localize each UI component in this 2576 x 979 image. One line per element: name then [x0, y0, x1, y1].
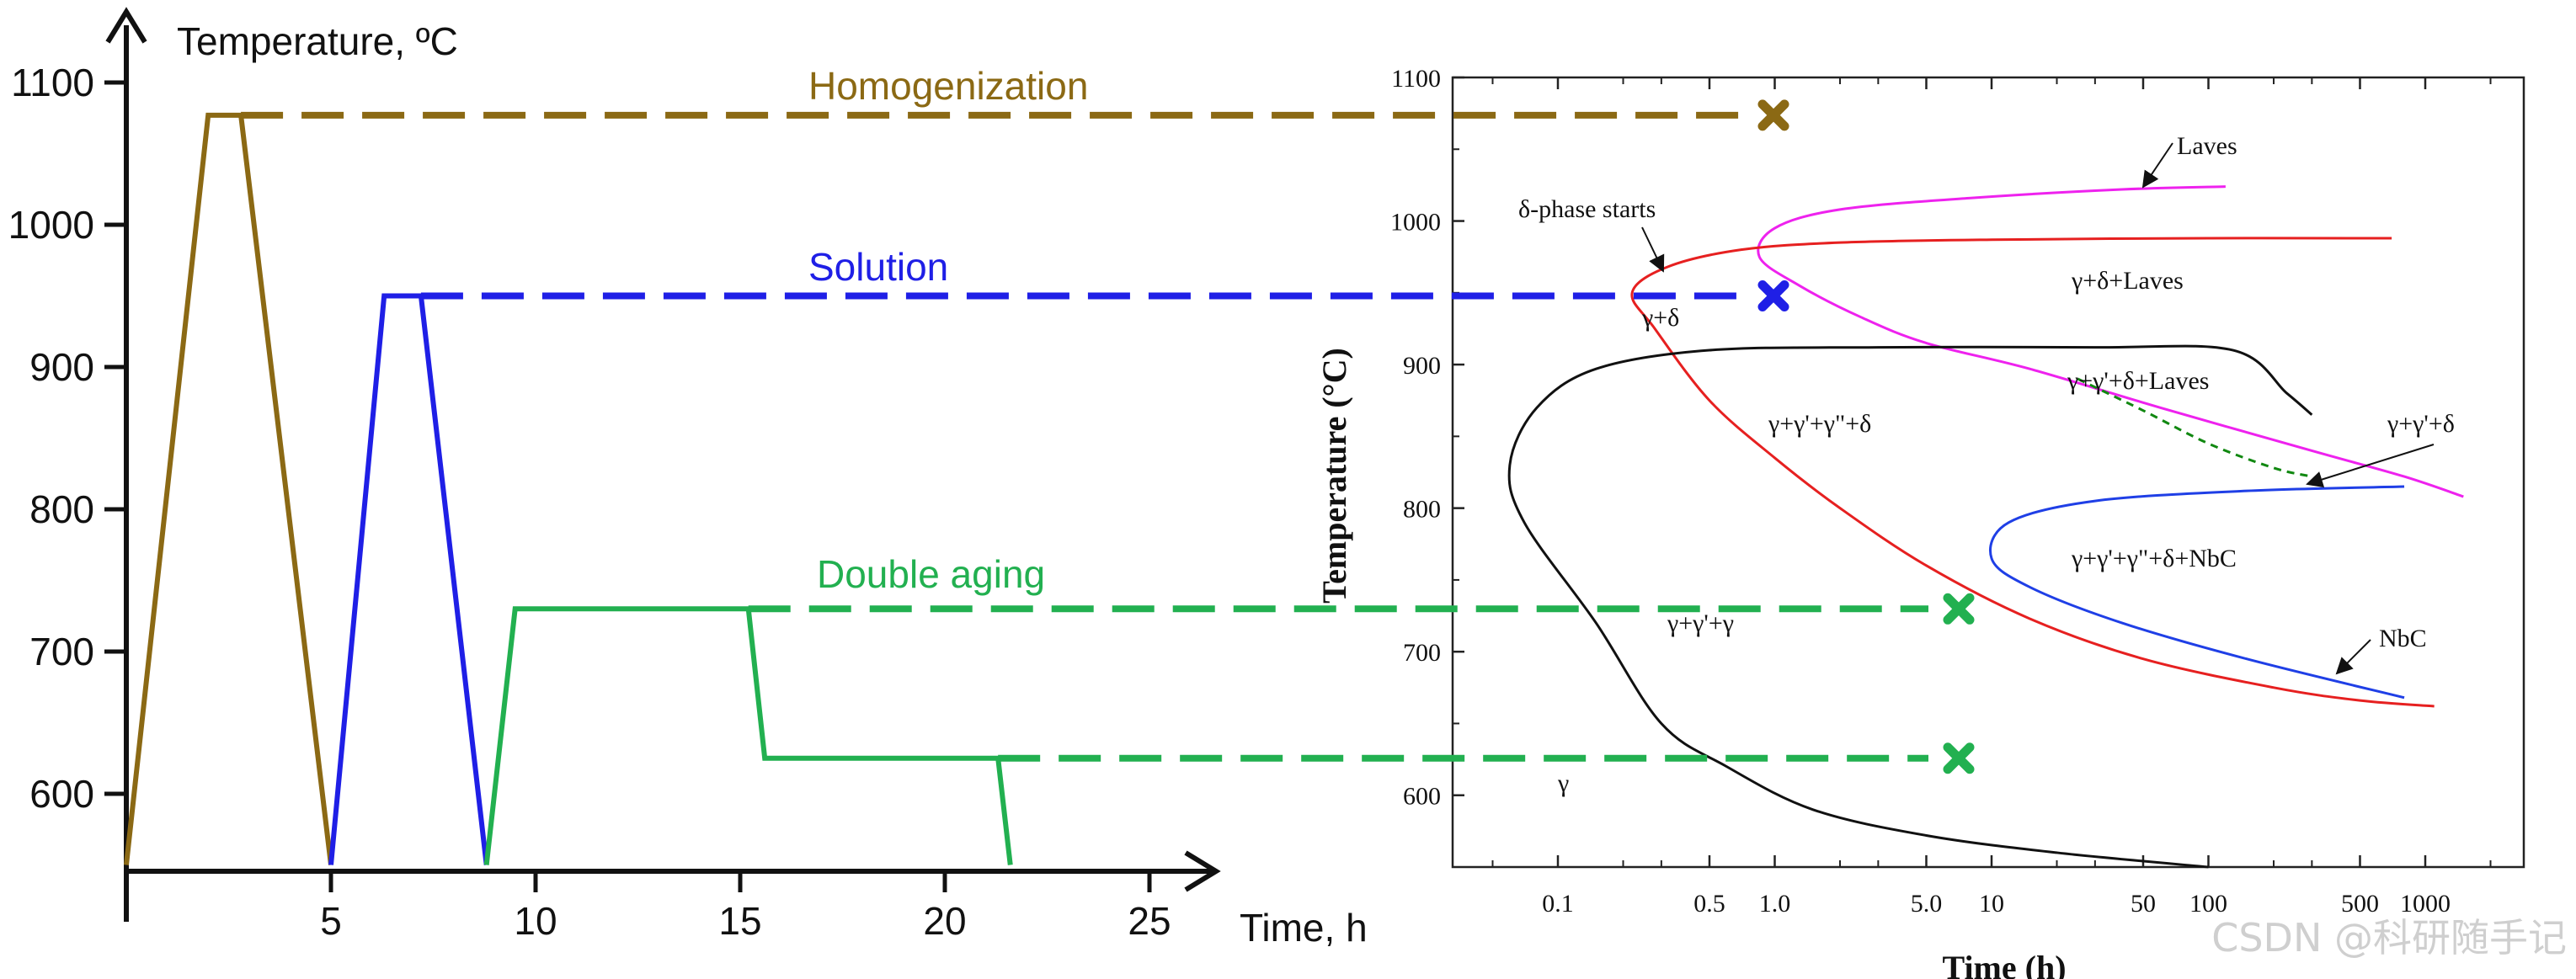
hold-lines-and-markers — [241, 99, 1975, 774]
aging-stage2-end-marker — [1943, 742, 1975, 774]
left-x-tick-label: 5 — [320, 899, 342, 943]
right-series-curve — [1507, 344, 2313, 869]
annotation-nbc: NbC — [2379, 625, 2427, 652]
left-x-tick-label: 15 — [718, 899, 761, 943]
label-solution: Solution — [808, 245, 948, 289]
left-y-axis-arrow — [105, 7, 147, 44]
annotation-gamma: γ — [1557, 769, 1569, 797]
left-y-axis-title: Temperature, ºC — [177, 19, 458, 63]
watermark: CSDN @科研随手记 — [2211, 915, 2567, 960]
label-double-aging: Double aging — [817, 552, 1045, 596]
left-y-tick-label: 700 — [29, 630, 94, 673]
aging-stage1-end-marker — [1943, 593, 1975, 625]
heat-treatment-schedule-chart: 600 700 800 900 1000 1100 5 10 15 20 25 Temperatur… — [8, 7, 1368, 950]
left-x-tick-label: 10 — [514, 899, 557, 943]
right-y-tick-label: 900 — [1403, 352, 1441, 380]
right-ticks: 600 700 800 900 1000 1100 0.1 0.5 1.0 5.0 10 50 100 5… — [1390, 65, 2492, 918]
left-y-tick-label: 600 — [29, 772, 94, 816]
left-series — [124, 112, 1013, 865]
right-y-tick-label: 600 — [1403, 783, 1441, 811]
annotation-laves: Laves — [2177, 132, 2237, 160]
right-x-tick-label: 1.0 — [1759, 890, 1791, 918]
homogenization-end-marker — [1757, 99, 1789, 131]
left-series-line — [483, 606, 1013, 865]
solution-end-marker — [1757, 280, 1789, 311]
right-series-curve — [1757, 185, 2464, 498]
left-ticks: 600 700 800 900 1000 1100 5 10 15 20 25 — [8, 61, 1171, 943]
label-homogenization: Homogenization — [808, 64, 1088, 108]
annotation-gamma-gp-gpp-delta: γ+γ'+γ"+δ — [1768, 410, 1871, 438]
left-y-tick-label: 1000 — [8, 203, 94, 247]
annotation-gamma-gp-gpp-delta-nbc: γ+γ'+γ"+δ+NbC — [2071, 545, 2237, 572]
right-series — [1507, 185, 2464, 869]
right-x-tick-label: 1000 — [2400, 890, 2451, 918]
left-x-tick-label: 25 — [1128, 899, 1171, 943]
annotation-arrow — [2306, 444, 2435, 488]
right-plot-frame — [1451, 76, 2525, 869]
ttt-diagram-chart: 600 700 800 900 1000 1100 0.1 0.5 1.0 5.0 10 50 100 5… — [1315, 65, 2525, 979]
right-y-tick-label: 700 — [1403, 639, 1441, 667]
right-annotations: Laves δ-phase starts γ+δ+Laves γ+δ γ+γ'+… — [1518, 132, 2455, 797]
right-x-tick-label: 500 — [2341, 890, 2379, 918]
annotation-arrow — [2335, 639, 2371, 675]
right-x-tick-label: 10 — [1979, 890, 2004, 918]
right-series-curve — [1630, 237, 2435, 708]
annotation-arrow — [2141, 142, 2173, 189]
annotation-gamma-delta: γ+δ — [1641, 304, 1679, 332]
annotation-gamma-gp-delta-laves: γ+γ'+δ+Laves — [2067, 367, 2209, 395]
right-x-tick-label: 0.1 — [1542, 890, 1574, 918]
right-y-axis-title: Temperature (°C) — [1315, 348, 1353, 604]
annotation-gamma-gp-delta: γ+γ'+δ — [2387, 410, 2455, 438]
right-arrows — [1641, 142, 2435, 675]
right-y-tick-label: 1100 — [1391, 65, 1441, 93]
annotation-gamma-delta-laves: γ+δ+Laves — [2071, 267, 2184, 295]
annotation-delta-phase-starts: δ-phase starts — [1518, 195, 1656, 223]
left-x-axis-arrow — [1184, 850, 1221, 892]
annotation-arrow — [1641, 226, 1665, 273]
left-x-tick-label: 20 — [923, 899, 966, 943]
left-series-line — [124, 112, 333, 865]
right-x-axis-title: Time (h) — [1942, 949, 2066, 979]
left-axes — [105, 7, 1221, 922]
left-y-tick-label: 1100 — [11, 61, 94, 104]
right-series-curve — [1989, 485, 2405, 700]
left-x-axis-title: Time, h — [1240, 906, 1368, 950]
left-y-tick-label: 900 — [29, 345, 94, 389]
right-y-tick-label: 1000 — [1390, 209, 1441, 237]
right-x-tick-label: 100 — [2189, 890, 2227, 918]
right-x-tick-label: 5.0 — [1911, 890, 1943, 918]
right-y-tick-label: 800 — [1403, 496, 1441, 524]
right-x-tick-label: 50 — [2131, 890, 2156, 918]
left-y-tick-label: 800 — [29, 487, 94, 531]
right-series-curve — [2077, 377, 2312, 478]
left-series-line — [328, 293, 489, 865]
annotation-gamma-gp-g: γ+γ'+γ — [1667, 609, 1734, 637]
right-x-tick-label: 0.5 — [1693, 890, 1725, 918]
